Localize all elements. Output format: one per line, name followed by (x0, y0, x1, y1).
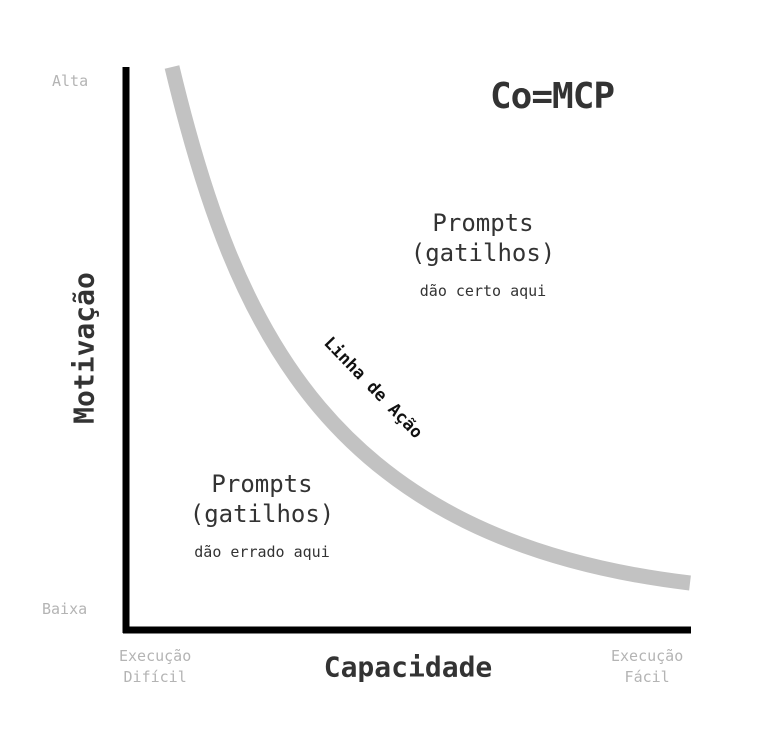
region-above-line2: (gatilhos) (410, 239, 556, 267)
region-below-note: dão errado aqui (194, 543, 330, 561)
region-below-line1: Prompts (211, 470, 313, 498)
x-low-label-line2: Difícil (123, 668, 187, 686)
x-high-label: Execução Fácil (611, 646, 683, 688)
diagram-title: Co=MCP (490, 76, 615, 117)
x-low-label: Execução Difícil (119, 646, 191, 688)
x-high-label-line2: Fácil (624, 668, 670, 686)
action-line-curve (164, 65, 691, 591)
region-below-line2: (gatilhos) (189, 500, 335, 528)
x-high-label-line1: Execução (611, 647, 684, 665)
x-low-label-line1: Execução (119, 647, 192, 665)
region-below-curve: Prompts (gatilhos) dão errado aqui (162, 469, 362, 561)
region-above-note: dão certo aqui (419, 282, 547, 300)
y-axis-label: Motivação (67, 272, 101, 424)
y-high-label: Alta (52, 72, 89, 90)
region-above-line1: Prompts (432, 209, 534, 237)
region-above-curve: Prompts (gatilhos) dão certo aqui (383, 208, 583, 300)
x-axis-label: Capacidade (323, 650, 493, 684)
y-low-label: Baixa (42, 600, 88, 618)
